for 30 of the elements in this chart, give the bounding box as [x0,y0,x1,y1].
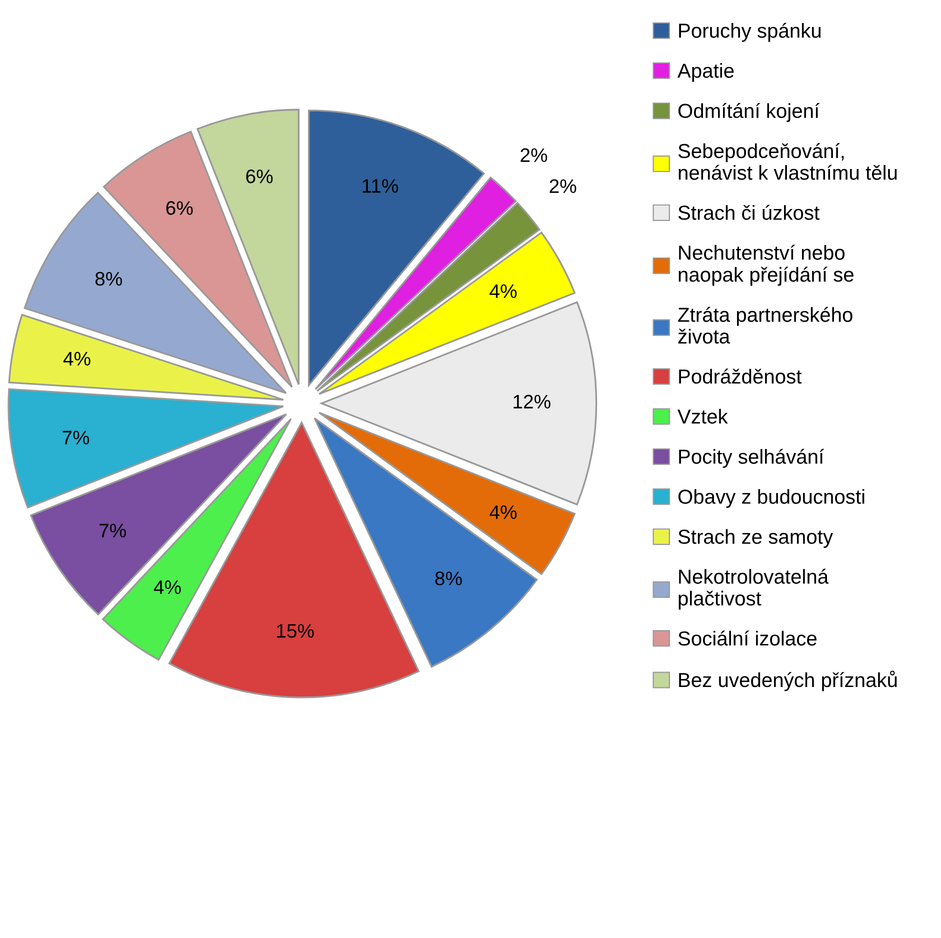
data-label: 12% [514,394,550,408]
legend-label: Pocity selhávání [679,448,824,468]
legend-label: Odmítání kojení [678,102,820,122]
data-label: 2% [550,179,576,193]
data-label: 4% [490,284,517,298]
data-label: 15% [277,624,314,638]
legend-label: Vztek [678,408,728,424]
data-label: 6% [246,170,273,184]
data-label: 7% [62,430,90,444]
legend-label: Strach či úzkost [678,204,820,220]
legend-label: Nechutenství nebo naopak přejídání se [678,244,854,286]
data-label: 8% [95,272,122,286]
data-label: 11% [362,179,398,193]
data-label: 4% [490,505,517,519]
legend-label: Ztráta partnerského života [678,306,852,344]
data-label: 4% [154,580,181,594]
legend-label: Sociální izolace [678,630,816,646]
legend-label: Obavy z budoucnosti [678,489,864,508]
legend-label: Bez uvedených příznaků [679,670,897,692]
legend-label: Nekotrolovatelná plačtivost [678,568,829,610]
data-label: 4% [63,352,90,366]
data-label: 8% [435,572,462,586]
legend-label: Strach ze samoty [678,529,834,548]
data-label: 6% [166,201,193,215]
legend-label: Sebepodceňování, nenávist k vlastnímu tělu [678,143,897,180]
data-label: 2% [520,148,548,162]
legend-label: Podrážděnost [679,368,802,384]
data-label: 7% [100,524,126,538]
legend-label: Apatie [678,63,734,82]
legend-label: Poruchy spánku [679,22,821,42]
